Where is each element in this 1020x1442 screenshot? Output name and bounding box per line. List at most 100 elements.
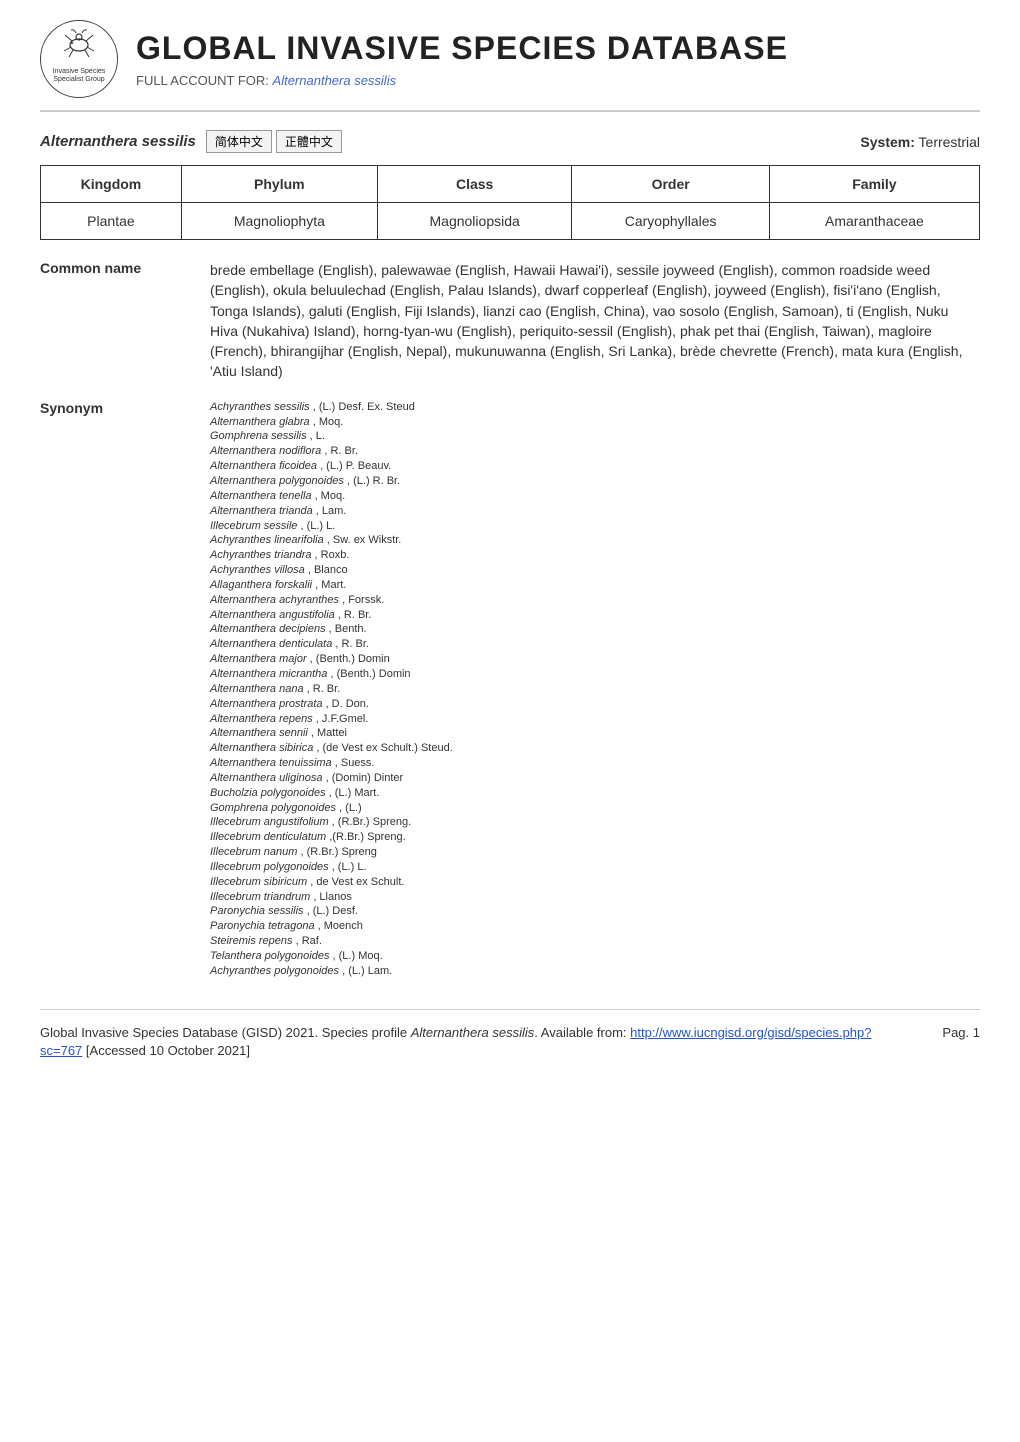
- synonym-name: Alternanthera decipiens: [210, 623, 326, 635]
- system-value: Terrestrial: [919, 134, 980, 150]
- synonym-name: Alternanthera polygonoides: [210, 475, 344, 487]
- tax-value-class: Magnoliopsida: [377, 203, 572, 240]
- synonym-name: Bucholzia polygonoides: [210, 787, 326, 799]
- tax-header-family: Family: [769, 166, 979, 203]
- synonym-item: Illecebrum denticulatum ,(R.Br.) Spreng.: [210, 830, 980, 845]
- synonym-name: Alternanthera ficoidea: [210, 460, 317, 472]
- synonym-authority: , (L.) Desf.: [304, 905, 358, 917]
- logo-text-line2: Specialist Group: [53, 76, 104, 84]
- issg-logo: Invasive Species Specialist Group: [40, 20, 118, 98]
- synonym-item: Alternanthera major , (Benth.) Domin: [210, 652, 980, 667]
- synonym-authority: , (L.) L.: [329, 861, 367, 873]
- synonym-authority: , Moench: [315, 920, 363, 932]
- synonym-item: Alternanthera trianda , Lam.: [210, 504, 980, 519]
- tax-value-order: Caryophyllales: [572, 203, 769, 240]
- synonym-name: Alternanthera sibirica: [210, 742, 313, 754]
- synonym-item: Alternanthera glabra , Moq.: [210, 415, 980, 430]
- synonym-item: Steiremis repens , Raf.: [210, 934, 980, 949]
- synonym-name: Steiremis repens: [210, 935, 293, 947]
- synonym-item: Alternanthera tenuissima , Suess.: [210, 756, 980, 771]
- synonym-authority: , Sw. ex Wikstr.: [324, 534, 402, 546]
- synonym-authority: , R. Br.: [332, 638, 369, 650]
- synonym-name: Gomphrena sessilis: [210, 430, 307, 442]
- species-heading: Alternanthera sessilis: [40, 133, 196, 150]
- database-title: GLOBAL INVASIVE SPECIES DATABASE: [136, 30, 980, 67]
- synonym-name: Gomphrena polygonoides: [210, 802, 336, 814]
- synonym-name: Telanthera polygonoides: [210, 950, 329, 962]
- synonym-authority: , (Benth.) Domin: [307, 653, 390, 665]
- synonym-authority: , (L.) L.: [297, 520, 335, 532]
- taxonomy-value-row: Plantae Magnoliophyta Magnoliopsida Cary…: [41, 203, 980, 240]
- synonym-name: Achyranthes linearifolia: [210, 534, 324, 546]
- synonym-authority: , R. Br.: [335, 609, 372, 621]
- subtitle-prefix: FULL ACCOUNT FOR:: [136, 73, 273, 88]
- synonym-item: Alternanthera nana , R. Br.: [210, 682, 980, 697]
- synonym-name: Illecebrum denticulatum: [210, 831, 326, 843]
- synonym-authority: , Moq.: [310, 416, 344, 428]
- synonym-authority: , de Vest ex Schult.: [307, 876, 404, 888]
- synonym-item: Illecebrum sibiricum , de Vest ex Schult…: [210, 875, 980, 890]
- tax-header-class: Class: [377, 166, 572, 203]
- synonym-item: Alternanthera angustifolia , R. Br.: [210, 608, 980, 623]
- footer-page-number: Pag. 1: [900, 1024, 980, 1060]
- synonym-authority: , R. Br.: [304, 683, 341, 695]
- synonym-item: Alternanthera decipiens , Benth.: [210, 622, 980, 637]
- synonym-name: Achyranthes triandra: [210, 549, 312, 561]
- synonym-item: Alternanthera repens , J.F.Gmel.: [210, 712, 980, 727]
- synonym-item: Achyranthes sessilis , (L.) Desf. Ex. St…: [210, 400, 980, 415]
- common-name-text: brede embellage (English), palewawae (En…: [210, 260, 980, 382]
- synonym-name: Alternanthera repens: [210, 713, 313, 725]
- synonym-authority: , D. Don.: [323, 698, 369, 710]
- synonym-name: Achyranthes villosa: [210, 564, 305, 576]
- subtitle-species: Alternanthera sessilis: [273, 73, 397, 88]
- synonym-authority: , (L.) Lam.: [339, 965, 392, 977]
- taxonomy-table: Kingdom Phylum Class Order Family Planta…: [40, 165, 980, 240]
- synonym-list: Achyranthes sessilis , (L.) Desf. Ex. St…: [210, 400, 980, 979]
- synonym-label: Synonym: [40, 400, 210, 979]
- synonym-authority: , Mattei: [308, 727, 347, 739]
- synonym-section: Synonym Achyranthes sessilis , (L.) Desf…: [40, 400, 980, 979]
- synonym-item: Alternanthera polygonoides , (L.) R. Br.: [210, 474, 980, 489]
- synonym-name: Alternanthera denticulata: [210, 638, 332, 650]
- subtitle: FULL ACCOUNT FOR: Alternanthera sessilis: [136, 73, 980, 88]
- synonym-name: Achyranthes sessilis: [210, 401, 310, 413]
- synonym-name: Alternanthera major: [210, 653, 307, 665]
- taxonomy-header-row: Kingdom Phylum Class Order Family: [41, 166, 980, 203]
- synonym-name: Illecebrum triandrum: [210, 891, 310, 903]
- synonym-item: Illecebrum sessile , (L.) L.: [210, 519, 980, 534]
- synonym-authority: , Suess.: [332, 757, 375, 769]
- synonym-name: Alternanthera sennii: [210, 727, 308, 739]
- tax-value-family: Amaranthaceae: [769, 203, 979, 240]
- tax-header-phylum: Phylum: [181, 166, 377, 203]
- synonym-item: Gomphrena polygonoides , (L.): [210, 801, 980, 816]
- synonym-item: Achyranthes polygonoides , (L.) Lam.: [210, 964, 980, 979]
- lang-button-traditional[interactable]: 正體中文: [276, 130, 342, 153]
- synonym-name: Paronychia sessilis: [210, 905, 304, 917]
- synonym-authority: , (L.) R. Br.: [344, 475, 400, 487]
- synonym-authority: , J.F.Gmel.: [313, 713, 369, 725]
- synonym-authority: , (R.Br.) Spreng: [297, 846, 376, 858]
- synonym-authority: , (R.Br.) Spreng.: [329, 816, 412, 828]
- synonym-name: Alternanthera tenuissima: [210, 757, 332, 769]
- synonym-name: Alternanthera prostrata: [210, 698, 323, 710]
- synonym-item: Allaganthera forskalii , Mart.: [210, 578, 980, 593]
- synonym-authority: , (de Vest ex Schult.) Steud.: [313, 742, 452, 754]
- synonym-item: Illecebrum polygonoides , (L.) L.: [210, 860, 980, 875]
- lang-button-simplified[interactable]: 简体中文: [206, 130, 272, 153]
- synonym-authority: , Llanos: [310, 891, 352, 903]
- common-name-section: Common name brede embellage (English), p…: [40, 260, 980, 382]
- synonym-authority: , Roxb.: [312, 549, 350, 561]
- synonym-item: Illecebrum triandrum , Llanos: [210, 890, 980, 905]
- synonym-name: Allaganthera forskalii: [210, 579, 312, 591]
- synonym-name: Alternanthera micrantha: [210, 668, 327, 680]
- logo-text-line1: Invasive Species: [53, 68, 106, 76]
- synonym-item: Alternanthera prostrata , D. Don.: [210, 697, 980, 712]
- synonym-authority: , R. Br.: [321, 445, 358, 457]
- synonym-item: Alternanthera denticulata , R. Br.: [210, 637, 980, 652]
- tax-header-kingdom: Kingdom: [41, 166, 182, 203]
- tax-header-order: Order: [572, 166, 769, 203]
- title-area: GLOBAL INVASIVE SPECIES DATABASE FULL AC…: [136, 30, 980, 88]
- synonym-item: Alternanthera micrantha , (Benth.) Domin: [210, 667, 980, 682]
- synonym-name: Alternanthera uliginosa: [210, 772, 323, 784]
- synonym-item: Alternanthera achyranthes , Forssk.: [210, 593, 980, 608]
